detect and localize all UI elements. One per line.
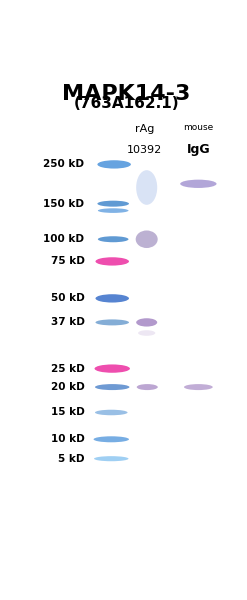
Ellipse shape	[94, 436, 129, 442]
Ellipse shape	[98, 236, 128, 242]
Text: 75 kD: 75 kD	[51, 256, 84, 266]
Text: 150 kD: 150 kD	[43, 199, 84, 209]
Ellipse shape	[97, 160, 131, 169]
Ellipse shape	[97, 200, 129, 206]
Ellipse shape	[94, 456, 128, 461]
Text: 50 kD: 50 kD	[51, 293, 84, 304]
Ellipse shape	[136, 170, 157, 205]
Text: 20 kD: 20 kD	[51, 382, 84, 392]
Ellipse shape	[138, 330, 155, 336]
Text: IgG: IgG	[186, 143, 210, 155]
Ellipse shape	[184, 384, 213, 390]
Text: 37 kD: 37 kD	[51, 317, 84, 328]
Ellipse shape	[136, 318, 157, 326]
Ellipse shape	[96, 257, 129, 266]
Ellipse shape	[96, 319, 129, 325]
Ellipse shape	[95, 410, 127, 415]
Ellipse shape	[136, 230, 158, 248]
Text: 10392: 10392	[127, 145, 162, 155]
Text: mouse: mouse	[183, 123, 213, 132]
Text: 100 kD: 100 kD	[43, 234, 84, 244]
Text: MAPK14-3: MAPK14-3	[62, 83, 191, 104]
Text: 10 kD: 10 kD	[51, 434, 84, 444]
Ellipse shape	[96, 294, 129, 302]
Text: 25 kD: 25 kD	[51, 364, 84, 374]
Text: 250 kD: 250 kD	[43, 160, 84, 169]
Text: 5 kD: 5 kD	[58, 454, 84, 464]
Ellipse shape	[180, 179, 217, 188]
Ellipse shape	[95, 384, 129, 390]
Ellipse shape	[95, 364, 130, 373]
Text: 15 kD: 15 kD	[51, 407, 84, 418]
Text: (763A162.1): (763A162.1)	[74, 96, 179, 111]
Ellipse shape	[137, 384, 158, 390]
Text: rAg: rAg	[135, 124, 154, 134]
Ellipse shape	[98, 208, 128, 213]
